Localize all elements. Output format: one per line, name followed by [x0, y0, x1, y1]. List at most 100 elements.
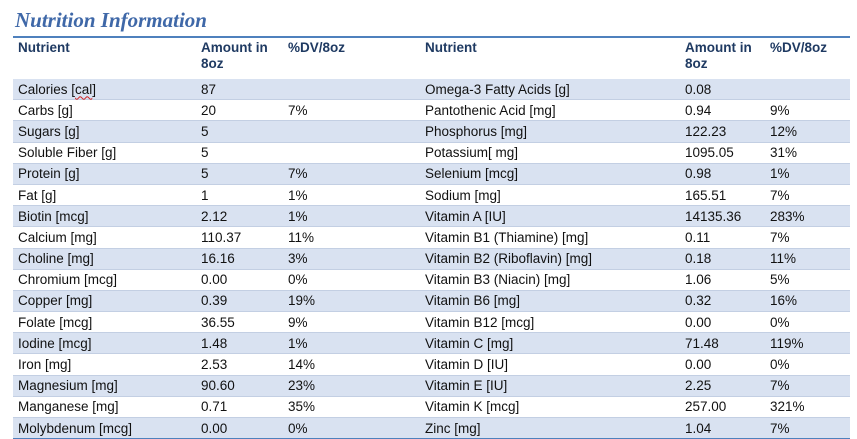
amount-right: 0.18 [680, 248, 765, 270]
nutrient-name-right: Potassium[ mg] [420, 142, 680, 164]
col-header-amount-right: Amount in 8oz [685, 40, 752, 71]
col-header-nutrient-right: Nutrient [425, 40, 477, 55]
table-row: Calories [cal] 87 Omega-3 Fatty Acids [g] 0… [13, 79, 850, 101]
nutrient-name-right: Vitamin B1 (Thiamine) [mg] [420, 226, 680, 249]
nutrient-name-right: Vitamin A [IU] [420, 205, 680, 228]
amount-right: 1095.05 [680, 142, 765, 164]
amount-right: 1.06 [680, 269, 765, 291]
nutrient-name-left: Iron [mg] [13, 353, 196, 376]
nutrient-name-left: Carbs [g] [13, 99, 196, 122]
amount-left: 87 [196, 79, 283, 101]
nutrient-name-right: Vitamin B3 (Niacin) [mg] [420, 269, 680, 291]
dv-left: 7% [283, 163, 420, 185]
amount-left: 2.12 [196, 205, 283, 228]
amount-right: 165.51 [680, 184, 765, 207]
dv-right: 7% [765, 417, 850, 439]
dv-right: 7% [765, 184, 850, 207]
col-header-amount-left: Amount in 8oz [201, 40, 268, 71]
dv-right: 1% [765, 163, 850, 185]
dv-left [283, 142, 420, 164]
amount-left: 20 [196, 99, 283, 122]
nutrient-name-left: Magnesium [mg] [13, 375, 196, 397]
nutrient-name-right: Vitamin E [IU] [420, 375, 680, 397]
dv-left: 1% [283, 332, 420, 355]
nutrient-name-left: Calories [cal] [13, 79, 196, 101]
nutrient-name-right: Omega-3 Fatty Acids [g] [420, 79, 680, 101]
nutrient-name-right: Zinc [mg] [420, 417, 680, 439]
table-row: Magnesium [mg] 90.60 23% Vitamin E [IU] 2.25… [13, 375, 850, 397]
nutrient-name-right: Vitamin B2 (Riboflavin) [mg] [420, 248, 680, 270]
dv-right: 0% [765, 311, 850, 334]
table-row: Copper [mg] 0.39 19% Vitamin B6 [mg] 0.32 16% [13, 290, 850, 313]
amount-left: 0.00 [196, 417, 283, 439]
nutrient-name-left: Manganese [mg] [13, 396, 196, 419]
dv-right: 283% [765, 205, 850, 228]
amount-right: 257.00 [680, 396, 765, 419]
nutrient-name-right: Vitamin D [IU] [420, 353, 680, 376]
dv-right: 16% [765, 290, 850, 313]
amount-right: 122.23 [680, 120, 765, 143]
dv-left [283, 79, 420, 101]
amount-right: 0.00 [680, 311, 765, 334]
dv-left: 1% [283, 205, 420, 228]
dv-left [283, 120, 420, 143]
dv-right: 31% [765, 142, 850, 164]
dv-right: 11% [765, 248, 850, 270]
dv-left: 1% [283, 184, 420, 207]
amount-left: 90.60 [196, 375, 283, 397]
dv-left: 19% [283, 290, 420, 313]
col-header-dv-left: %DV/8oz [288, 40, 346, 55]
nutrient-name-right: Vitamin B12 [mcg] [420, 311, 680, 334]
dv-left: 7% [283, 99, 420, 122]
table-row: Iron [mg] 2.53 14% Vitamin D [IU] 0.00 0% [13, 353, 850, 376]
table-row: Choline [mg] 16.16 3% Vitamin B2 (Riboflavi… [13, 248, 850, 270]
dv-right: 7% [765, 226, 850, 249]
amount-right: 0.94 [680, 99, 765, 122]
amount-right: 0.00 [680, 353, 765, 376]
nutrient-name-right: Vitamin C [mg] [420, 332, 680, 355]
dv-left: 11% [283, 226, 420, 249]
table-header-row: Nutrient Amount in 8oz %DV/8oz Nutrient … [13, 39, 850, 79]
amount-left: 1.48 [196, 332, 283, 355]
dv-right: 321% [765, 396, 850, 419]
page-title: Nutrition Information [15, 8, 207, 32]
dv-right: 0% [765, 353, 850, 376]
dv-left: 9% [283, 311, 420, 334]
col-header-dv-right: %DV/8oz [770, 40, 828, 55]
nutrient-name-left: Sugars [g] [13, 120, 196, 143]
nutrient-name-left: Copper [mg] [13, 290, 196, 313]
amount-left: 5 [196, 142, 283, 164]
amount-right: 0.32 [680, 290, 765, 313]
dv-right [765, 79, 850, 101]
amount-left: 16.16 [196, 248, 283, 270]
dv-right: 119% [765, 332, 850, 355]
nutrient-name-left: Choline [mg] [13, 248, 196, 270]
table-row: Fat [g] 1 1% Sodium [mg] 165.51 7% [13, 184, 850, 207]
dv-right: 9% [765, 99, 850, 122]
amount-right: 71.48 [680, 332, 765, 355]
table-row: Sugars [g] 5 Phosphorus [mg] 122.23 12% [13, 120, 850, 143]
amount-left: 5 [196, 163, 283, 185]
dv-left: 14% [283, 353, 420, 376]
amount-left: 110.37 [196, 226, 283, 249]
dv-left: 3% [283, 248, 420, 270]
amount-right: 0.08 [680, 79, 765, 101]
nutrient-name-right: Vitamin B6 [mg] [420, 290, 680, 313]
table-row: Iodine [mcg] 1.48 1% Vitamin C [mg] 71.48 119… [13, 332, 850, 355]
table-row: Biotin [mcg] 2.12 1% Vitamin A [IU] 14135.36… [13, 205, 850, 228]
dv-left: 0% [283, 269, 420, 291]
table-row: Folate [mcg] 36.55 9% Vitamin B12 [mcg] 0.00… [13, 311, 850, 334]
nutrient-name-left: Calcium [mg] [13, 226, 196, 249]
header-top-rule [13, 36, 850, 38]
nutrient-name-left: Biotin [mcg] [13, 205, 196, 228]
table-row: Chromium [mcg] 0.00 0% Vitamin B3 (Niacin) … [13, 269, 850, 291]
nutrient-name-left: Chromium [mcg] [13, 269, 196, 291]
amount-right: 2.25 [680, 375, 765, 397]
nutrient-name-left: Molybdenum [mcg] [13, 417, 196, 439]
table-row: Protein [g] 5 7% Selenium [mcg] 0.98 1% [13, 163, 850, 185]
amount-left: 1 [196, 184, 283, 207]
dv-right: 7% [765, 375, 850, 397]
amount-left: 36.55 [196, 311, 283, 334]
amount-left: 0.39 [196, 290, 283, 313]
amount-left: 0.71 [196, 396, 283, 419]
